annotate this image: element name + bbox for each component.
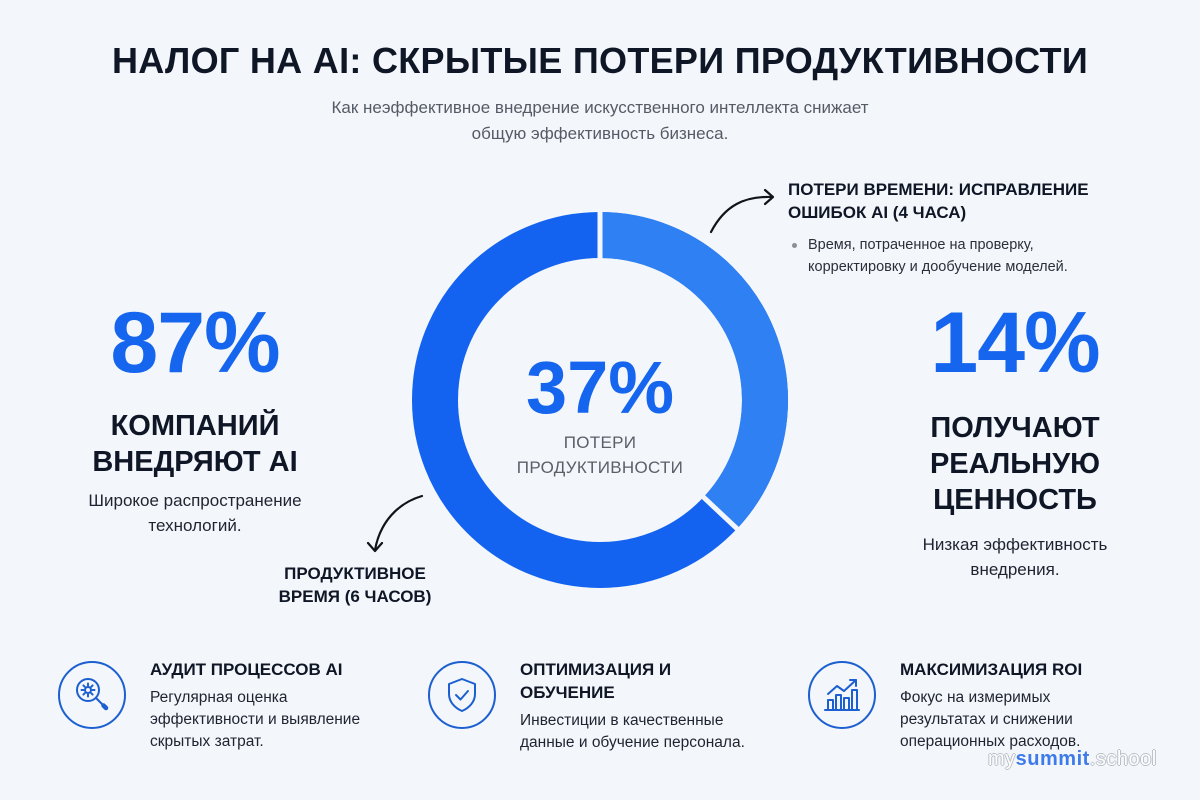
growth-chart-icon [824,679,860,711]
watermark-brand: summit [1015,748,1090,770]
feature-description: Регулярная оценка эффективности и выявле… [150,687,410,753]
feature-roi: МАКСИМИЗАЦИЯ ROI Фокус на измеримых резу… [808,655,1188,755]
stat-heading-line: РЕАЛЬНУЮ [929,448,1101,480]
feature-description-line: эффективности и выявление [150,711,361,728]
feature-description: Фокус на измеримых результатах и снижени… [900,687,1160,753]
donut-caption-line: ПРОДУКТИВНОСТИ [516,458,684,477]
callout-time-loss: ПОТЕРИ ВРЕМЕНИ: ИСПРАВЛЕНИЕ ОШИБОК AI (4… [788,178,1128,278]
feature-description-line: скрытых затрат. [150,733,264,750]
feature-description-line: Регулярная оценка [150,689,288,706]
stat-heading-line: ВНЕДРЯЮТ AI [92,446,298,478]
watermark-prefix: my [988,748,1016,770]
feature-title-line: ОБУЧЕНИЕ [520,683,615,702]
stat-description-line: технологий. [148,516,242,535]
stat-description-line: внедрения. [970,560,1060,579]
stat-value: 87% [110,295,280,391]
feature-title: ОПТИМИЗАЦИЯ И ОБУЧЕНИЕ [520,658,780,704]
feature-text: МАКСИМИЗАЦИЯ ROI Фокус на измеримых резу… [900,658,1160,753]
magnifier-gear-icon [76,678,109,711]
stat-heading-line: КОМПАНИЙ [110,410,280,442]
stat-description-line: Широкое распространение [88,491,302,510]
stat-heading-line: ЦЕННОСТЬ [933,484,1097,516]
feature-title-line: ОПТИМИЗАЦИЯ И [520,660,672,679]
watermark-suffix: .school [1089,748,1157,770]
feature-icon-container [808,661,876,729]
subtitle-line: Как неэффективное внедрение искусственно… [331,98,869,117]
shield-check-icon [448,678,476,712]
stat-adoption: 87% КОМПАНИЙ ВНЕДРЯЮТ AI Широкое распрос… [50,298,340,538]
callout-title: ПОТЕРИ ВРЕМЕНИ: ИСПРАВЛЕНИЕ ОШИБОК AI (4… [788,178,1128,224]
callout-title-line: ПОТЕРИ ВРЕМЕНИ: ИСПРАВЛЕНИЕ [788,180,1089,199]
feature-text: АУДИТ ПРОЦЕССОВ AI Регулярная оценка эфф… [150,658,410,753]
stat-description: Широкое распространение технологий. [50,488,340,538]
stat-heading-line: ПОЛУЧАЮТ [930,412,1100,444]
callout-productive-time: ПРОДУКТИВНОЕ ВРЕМЯ (6 ЧАСОВ) [240,562,470,608]
feature-description-line: данные и обучение персонала. [520,734,745,751]
bullet-dot-icon [792,243,797,248]
feature-description-line: операционных расходов. [900,733,1081,750]
feature-title: МАКСИМИЗАЦИЯ ROI [900,660,1083,679]
donut-value: 37% [525,346,675,429]
watermark-logo: mysummit.school [988,748,1157,771]
feature-text: ОПТИМИЗАЦИЯ И ОБУЧЕНИЕ Инвестиции в каче… [520,658,780,754]
feature-icon-container [58,661,126,729]
donut-caption: ПОТЕРИ ПРОДУКТИВНОСТИ [440,430,760,480]
donut-separator [698,492,742,534]
donut-chart [412,212,788,588]
feature-audit: АУДИТ ПРОЦЕССОВ AI Регулярная оценка эфф… [58,655,408,755]
donut-caption-line: ПОТЕРИ [563,433,637,452]
callout-bullet-line: корректировку и дообучение моделей. [808,259,1068,275]
feature-description-line: результатах и снижении [900,711,1073,728]
feature-title: АУДИТ ПРОЦЕССОВ AI [150,660,343,679]
callout-title-line: ВРЕМЯ (6 ЧАСОВ) [278,587,432,606]
callout-title-line: ОШИБОК AI (4 ЧАСА) [788,203,967,222]
stat-description: Низкая эффективность внедрения. [870,532,1160,582]
stat-description-line: Низкая эффективность [922,535,1108,554]
callout-bullet-line: Время, потраченное на проверку, [808,237,1034,253]
stat-heading: ПОЛУЧАЮТ РЕАЛЬНУЮ ЦЕННОСТЬ [870,410,1160,518]
feature-description: Инвестиции в качественные данные и обуче… [520,710,780,754]
stat-value: 14% [930,295,1100,391]
feature-optimization: ОПТИМИЗАЦИЯ И ОБУЧЕНИЕ Инвестиции в каче… [428,655,798,755]
feature-icon-container [428,661,496,729]
feature-description-line: Фокус на измеримых [900,689,1051,706]
page-title: НАЛОГ НА AI: СКРЫТЫЕ ПОТЕРИ ПРОДУКТИВНОС… [111,40,1089,81]
feature-description-line: Инвестиции в качественные [520,712,724,729]
callout-bullet: Время, потраченное на проверку, корректи… [788,234,1128,278]
page-subtitle: Как неэффективное внедрение искусственно… [250,95,950,147]
callout-title-line: ПРОДУКТИВНОЕ [284,564,426,583]
stat-real-value: 14% ПОЛУЧАЮТ РЕАЛЬНУЮ ЦЕННОСТЬ Низкая эф… [870,298,1160,582]
stat-heading: КОМПАНИЙ ВНЕДРЯЮТ AI [50,408,340,480]
donut-center-label: 37% ПОТЕРИ ПРОДУКТИВНОСТИ [440,348,760,480]
subtitle-line: общую эффективность бизнеса. [471,124,729,143]
